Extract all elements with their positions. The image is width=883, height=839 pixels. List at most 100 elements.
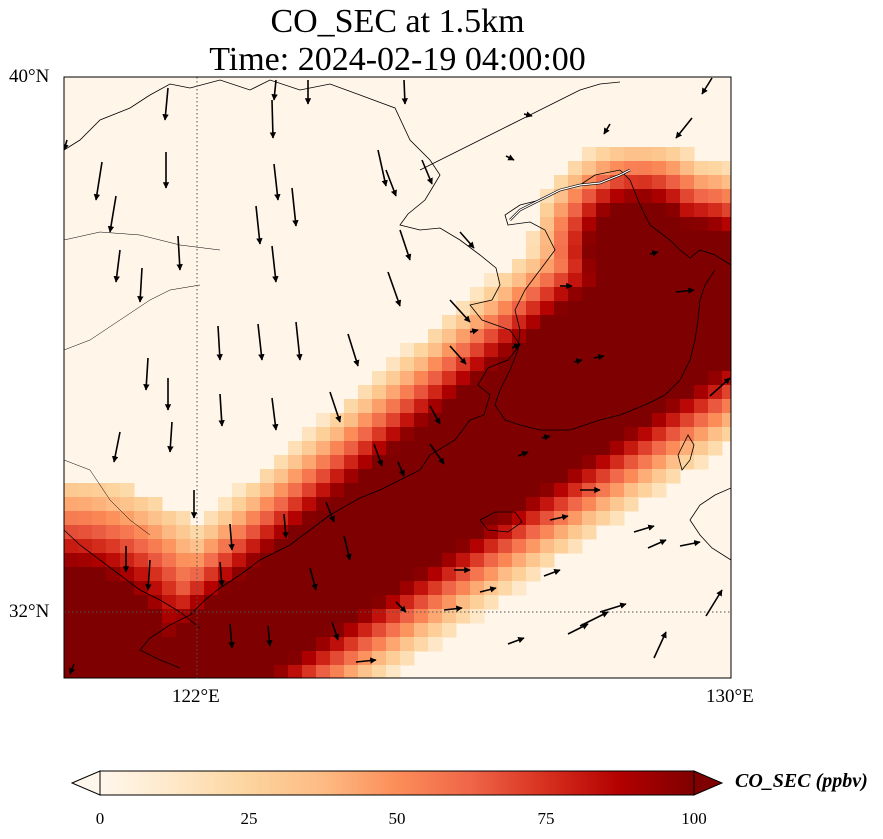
field-cell <box>162 567 177 582</box>
field-cell <box>414 469 429 484</box>
field-cell <box>526 231 541 246</box>
field-cell <box>568 329 583 344</box>
field-cell <box>638 189 653 204</box>
field-cell <box>428 623 443 638</box>
field-cell <box>344 399 359 414</box>
field-cell <box>652 203 667 218</box>
field-cell <box>428 441 443 456</box>
field-cell <box>680 399 695 414</box>
field-cell <box>106 483 121 498</box>
field-cell <box>652 217 667 232</box>
wind-arrow <box>145 559 152 591</box>
field-cell <box>372 385 387 400</box>
field-cell <box>526 525 541 540</box>
field-cell <box>442 357 457 372</box>
field-cell <box>596 343 611 358</box>
field-cell <box>498 287 513 302</box>
field-cell <box>680 441 695 456</box>
field-cell <box>582 399 597 414</box>
field-cell <box>512 273 527 288</box>
field-cell <box>344 553 359 568</box>
field-cell <box>638 329 653 344</box>
field-cell <box>722 189 731 204</box>
lon-tick-130: 130°E <box>706 686 754 707</box>
field-cell <box>316 511 331 526</box>
field-cell <box>470 553 485 568</box>
field-cell <box>610 343 625 358</box>
field-cell <box>708 427 723 442</box>
field-cell <box>162 511 177 526</box>
field-cell <box>722 273 731 288</box>
field-cell <box>106 539 121 554</box>
colorbar-extend-min <box>70 770 101 796</box>
field-cell <box>498 329 513 344</box>
field-cell <box>610 329 625 344</box>
field-cell <box>624 203 639 218</box>
wind-arrow <box>421 159 433 185</box>
field-cell <box>512 483 527 498</box>
field-cell <box>358 567 373 582</box>
field-cell <box>428 427 443 442</box>
field-cell <box>624 441 639 456</box>
field-cell <box>652 413 667 428</box>
wind-arrow <box>599 602 627 613</box>
field-cell <box>442 399 457 414</box>
field-cell <box>610 259 625 274</box>
field-cell <box>512 357 527 372</box>
field-cell <box>624 301 639 316</box>
field-cell <box>330 553 345 568</box>
field-cell <box>540 231 555 246</box>
field-cell <box>540 217 555 232</box>
field-cell <box>680 357 695 372</box>
field-cell <box>526 301 541 316</box>
field-cell <box>134 525 149 540</box>
field-cell <box>596 203 611 218</box>
field-cell <box>680 161 695 176</box>
field-cell <box>92 665 107 678</box>
field-cell <box>176 553 191 568</box>
colorbar-extend-max <box>693 770 724 796</box>
field-cell <box>456 455 471 470</box>
field-cell <box>652 161 667 176</box>
field-cell <box>120 609 135 624</box>
field-cell <box>610 231 625 246</box>
field-cell <box>582 245 597 260</box>
field-cell <box>64 637 79 652</box>
field-cell <box>260 595 275 610</box>
field-cell <box>554 455 569 470</box>
field-cell <box>694 273 709 288</box>
field-cell <box>610 511 625 526</box>
field-cell <box>92 567 107 582</box>
field-cell <box>708 413 723 428</box>
field-cell <box>484 455 499 470</box>
wind-arrow <box>295 321 303 361</box>
field-cell <box>708 161 723 176</box>
field-cell <box>288 553 303 568</box>
field-cell <box>596 497 611 512</box>
field-cell <box>148 539 163 554</box>
field-cell <box>204 623 219 638</box>
field-cell <box>78 637 93 652</box>
field-cell <box>470 483 485 498</box>
field-cell <box>148 595 163 610</box>
field-cell <box>456 497 471 512</box>
wind-arrow <box>507 637 525 645</box>
field-cell <box>526 539 541 554</box>
field-cell <box>64 595 79 610</box>
field-cell <box>92 623 107 638</box>
field-cell <box>92 595 107 610</box>
field-cell <box>554 217 569 232</box>
field-cell <box>610 287 625 302</box>
field-cell <box>316 553 331 568</box>
field-cell <box>162 581 177 596</box>
field-cell <box>78 511 93 526</box>
field-cell <box>470 427 485 442</box>
field-cell <box>666 385 681 400</box>
field-cell <box>400 413 415 428</box>
field-cell <box>92 497 107 512</box>
field-cell <box>400 581 415 596</box>
wind-arrow <box>255 205 263 245</box>
field-cell <box>288 539 303 554</box>
field-cell <box>638 427 653 442</box>
field-cell <box>526 329 541 344</box>
